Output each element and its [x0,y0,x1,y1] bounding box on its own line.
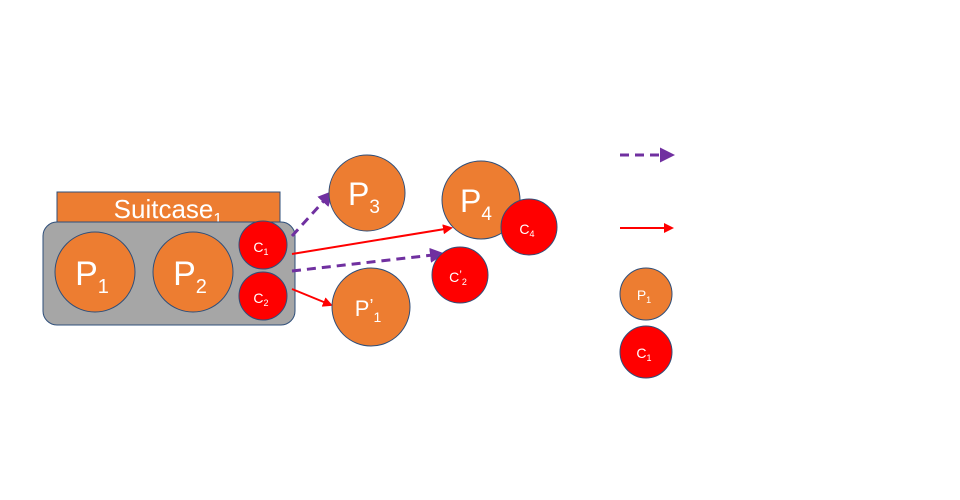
legend: P1 C1 [619,147,675,379]
node-c1-label: C1 [253,239,268,257]
legend-p1-circle [619,267,673,321]
node-p3-label: P3 [348,176,380,218]
node-c4: C4 [500,198,558,256]
solid-arrow-c2-to-p1prime [291,288,333,307]
node-p1-label: P1 [75,255,109,298]
node-c1: C1 [238,220,288,270]
node-c2-circle [238,271,288,321]
node-c4-circle [500,198,558,256]
node-c2prime: C’2 [431,246,489,304]
node-p1prime: P’1 [331,267,411,347]
node-c2prime-circle [431,246,489,304]
node-p3-circle [328,154,406,232]
node-p1prime-label: P’1 [355,296,382,325]
node-c2: C2 [238,271,288,321]
node-p2-label: P2 [173,255,207,298]
node-p4: P4 [441,160,521,240]
legend-c1: C1 [619,325,673,379]
legend-c1-label: C1 [636,345,651,363]
solid-arrow-c1-to-p4 [291,224,453,255]
node-p1-circle [54,231,136,313]
edges [290,190,453,307]
legend-c1-circle [619,325,673,379]
suitcase-label: Suitcase1 [114,194,223,228]
node-c1-circle [238,220,288,270]
dashed-arrow-c2-to-c2prime [291,247,445,273]
node-p4-label: P4 [460,183,492,225]
legend-p1: P1 [619,267,673,321]
node-c4-label: C4 [519,221,534,239]
dashed-arrow-c1-to-p3 [290,190,334,238]
node-p1: P1 [54,231,136,313]
node-c2prime-label: C’2 [449,268,467,287]
node-p1prime-circle [331,267,411,347]
node-p2: P2 [152,231,234,313]
node-c2-label: C2 [253,290,268,308]
node-p2-circle [152,231,234,313]
legend-p1-label: P1 [637,287,651,305]
suitcase-label-bar [56,191,281,225]
node-p3: P3 [328,154,406,232]
